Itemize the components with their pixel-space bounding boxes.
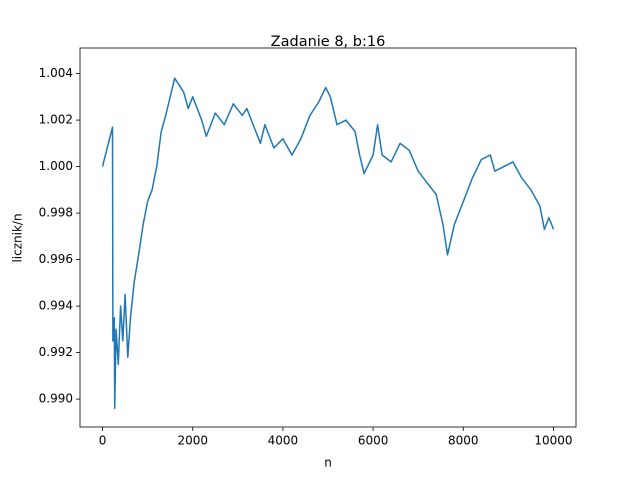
x-tick-label: 0: [99, 434, 107, 448]
y-tick-label: 0.994: [39, 299, 73, 313]
x-tick-label: 8000: [448, 434, 479, 448]
y-tick-label: 0.996: [39, 252, 73, 266]
y-tick-label: 0.990: [39, 392, 73, 406]
y-tick-label: 0.998: [39, 206, 73, 220]
x-tick-label: 2000: [177, 434, 208, 448]
y-tick-label: 1.000: [39, 159, 73, 173]
x-tick-label: 10000: [534, 434, 572, 448]
y-tick-label: 0.992: [39, 345, 73, 359]
y-axis-label: licznik/n: [11, 213, 25, 262]
data-line: [101, 77, 555, 410]
x-axis-label: n: [324, 456, 332, 470]
chart-title: Zadanie 8, b:16: [271, 34, 386, 50]
y-tick-label: 1.004: [39, 66, 73, 80]
x-tick-label: 6000: [358, 434, 389, 448]
x-tick-label: 4000: [268, 434, 299, 448]
y-tick-label: 1.002: [39, 113, 73, 127]
plot-frame: [79, 47, 577, 428]
